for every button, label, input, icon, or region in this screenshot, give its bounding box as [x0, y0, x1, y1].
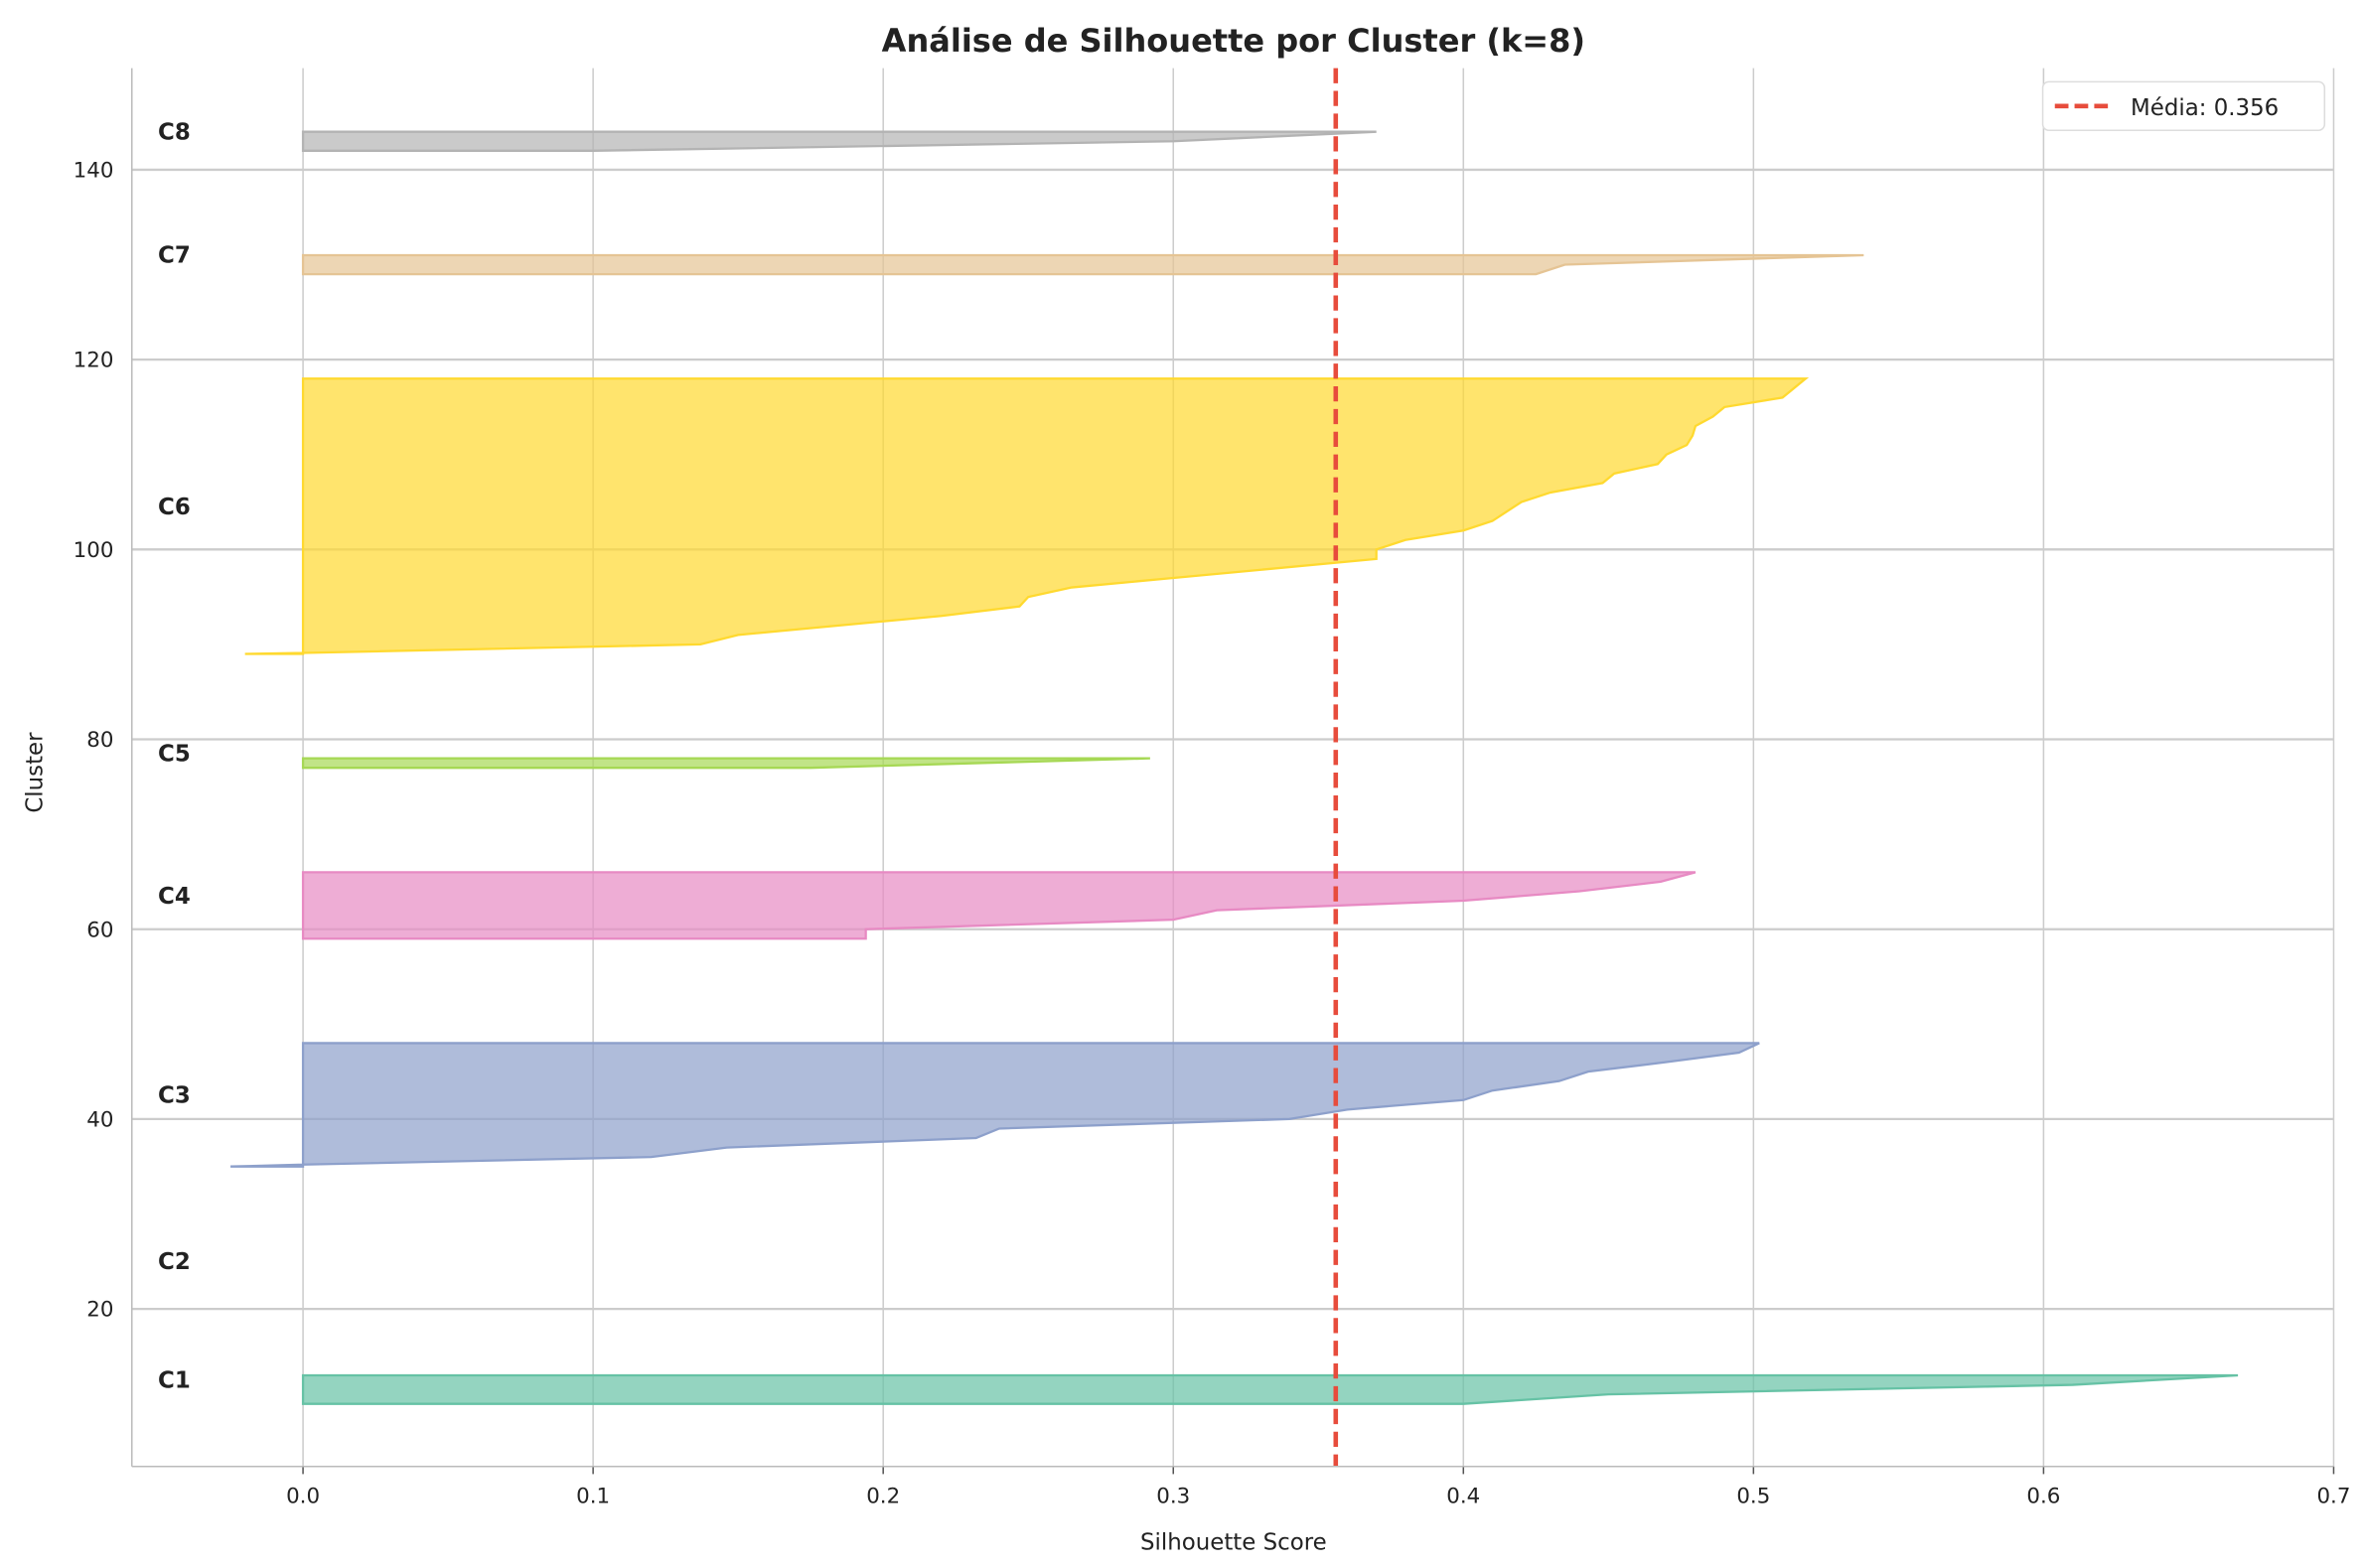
y-tick-label: 80 — [86, 728, 113, 753]
legend-box — [2041, 80, 2326, 131]
x-tick-label: 0.1 — [576, 1484, 610, 1508]
cluster-label: C7 — [158, 243, 191, 269]
x-tick-label: 0.2 — [866, 1484, 900, 1508]
cluster-area-c1 — [301, 1373, 2239, 1405]
x-tick-label: 0.6 — [2026, 1484, 2060, 1508]
chart-title: Análise de Silhouette por Cluster (k=8) — [882, 22, 1585, 60]
legend: Média: 0.356 — [2041, 80, 2326, 131]
cluster-label: C3 — [158, 1083, 191, 1109]
y-tick-label: 60 — [86, 918, 113, 942]
x-axis-label: Silhouette Score — [1140, 1530, 1327, 1556]
axes: 0.0 0.1 0.2 0.3 0.4 0.5 0.6 0.7 20 40 60 80 100 120 14… — [74, 68, 2350, 1508]
cluster-area-c8 — [301, 130, 1377, 152]
cluster-area-c7 — [301, 253, 1864, 276]
cluster-label: C5 — [158, 741, 191, 767]
cluster-area-c4 — [301, 871, 1697, 940]
y-tick-label: 120 — [74, 349, 114, 373]
cluster-area-c3 — [230, 1042, 1760, 1168]
cluster-area-c5 — [301, 757, 1150, 770]
cluster-label: C2 — [158, 1249, 191, 1275]
x-tick-label: 0.4 — [1446, 1484, 1480, 1508]
y-tick-label: 100 — [74, 538, 114, 563]
y-tick-label: 20 — [86, 1298, 113, 1323]
cluster-area-c6 — [244, 377, 1810, 655]
legend-label: Média: 0.356 — [2131, 95, 2279, 121]
cluster-label: C1 — [158, 1367, 191, 1393]
x-tick-label: 0.7 — [2316, 1484, 2350, 1508]
y-axis-label: Cluster — [23, 732, 49, 813]
y-tick-label: 140 — [74, 159, 114, 184]
x-tick-label: 0.3 — [1156, 1484, 1190, 1508]
cluster-areas — [230, 68, 2239, 1467]
cluster-label: C8 — [158, 119, 191, 145]
y-tick-label: 40 — [86, 1108, 113, 1133]
x-tick-label: 0.5 — [1736, 1484, 1770, 1508]
cluster-label: C4 — [158, 884, 191, 910]
x-tick-label: 0.0 — [286, 1484, 320, 1508]
cluster-label: C6 — [158, 495, 191, 520]
